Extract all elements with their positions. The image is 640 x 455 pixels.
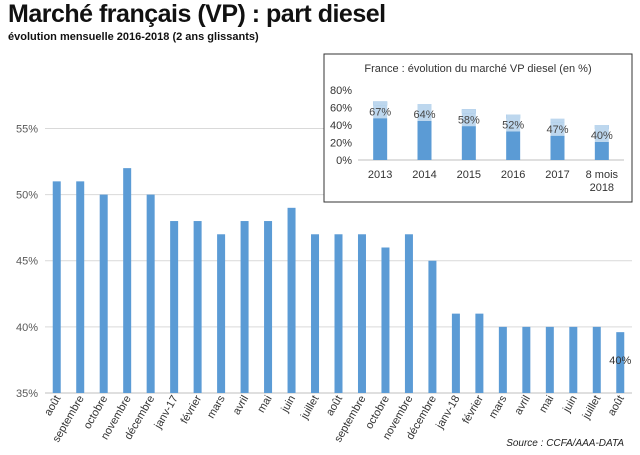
bar	[498, 326, 507, 393]
inset-y-tick-label: 20%	[330, 138, 352, 150]
inset-x-tick-label: 2016	[501, 169, 525, 181]
inset-x-tick-label: 2018	[590, 182, 614, 194]
last-value-label: 40%	[609, 355, 631, 367]
bar	[99, 194, 108, 393]
x-tick-label: avril	[512, 394, 532, 417]
inset-bar-cap	[506, 114, 521, 119]
inset-chart: France : évolution du marché VP diesel (…	[323, 53, 633, 203]
inset-data-label: 52%	[502, 120, 524, 132]
bar	[334, 234, 343, 393]
bar	[592, 326, 601, 393]
inset-y-tick-label: 40%	[330, 120, 352, 132]
x-tick-label: août	[324, 394, 345, 419]
inset-label-backdrop	[413, 108, 436, 121]
bar	[311, 234, 320, 393]
x-tick-label: mai	[255, 394, 274, 415]
y-tick-label: 50%	[16, 190, 38, 202]
inset-x-tick-label: 2013	[368, 169, 392, 181]
inset-y-tick-label: 80%	[330, 85, 352, 97]
inset-y-tick-label: 0%	[336, 155, 352, 167]
bar	[404, 234, 413, 393]
y-tick-label: 40%	[16, 322, 38, 334]
inset-bar-cap	[417, 104, 432, 108]
y-tick-label: 55%	[16, 123, 38, 135]
inset-data-label: 40%	[591, 130, 613, 142]
inset-chart-title: France : évolution du marché VP diesel (…	[364, 63, 591, 75]
inset-data-label: 47%	[546, 124, 568, 136]
x-tick-label: avril	[231, 394, 251, 417]
bar	[123, 168, 132, 393]
bar	[264, 221, 273, 393]
inset-data-label: 67%	[369, 106, 391, 118]
bar	[52, 181, 61, 393]
inset-data-label: 64%	[413, 109, 435, 121]
inset-y-tick-label: 60%	[330, 103, 352, 115]
page-title: Marché français (VP) : part diesel	[8, 0, 386, 28]
bar	[193, 221, 202, 393]
bar	[240, 221, 249, 393]
inset-bar-cap	[550, 118, 565, 123]
bar	[357, 234, 366, 393]
inset-x-tick-label: 2014	[412, 169, 436, 181]
inset-x-tick-label: 2015	[457, 169, 481, 181]
bar	[217, 234, 226, 393]
inset-label-backdrop	[590, 129, 613, 142]
x-tick-label: août	[42, 394, 63, 419]
bar	[522, 326, 531, 393]
x-tick-label: mars	[487, 393, 510, 421]
inset-label-backdrop	[369, 105, 392, 119]
inset-bar-cap	[373, 101, 388, 106]
inset-x-tick-label: 8 mois	[586, 169, 619, 181]
source-note: Source : CCFA/AAA-DATA	[506, 438, 624, 449]
inset-label-backdrop	[457, 113, 480, 127]
bar	[569, 326, 578, 393]
x-tick-label: mai	[537, 394, 556, 415]
y-tick-label: 45%	[16, 256, 38, 268]
bar	[170, 221, 179, 393]
x-tick-label: juillet	[580, 394, 603, 423]
bar	[428, 260, 437, 393]
x-tick-label: février	[179, 393, 205, 426]
page-subtitle: évolution mensuelle 2016-2018 (2 ans gli…	[8, 31, 259, 43]
bar	[76, 181, 85, 393]
bar	[146, 194, 155, 393]
bar	[451, 313, 460, 393]
x-tick-label: février	[460, 393, 486, 426]
y-tick-label: 35%	[16, 388, 38, 400]
x-tick-label: août	[606, 394, 627, 419]
x-tick-label: juillet	[298, 394, 321, 423]
inset-label-backdrop	[546, 122, 569, 136]
x-tick-label: juin	[279, 394, 298, 416]
bar	[475, 313, 484, 393]
inset-bar-cap	[594, 125, 609, 129]
bar	[287, 207, 296, 393]
x-tick-label: mars	[205, 393, 228, 421]
inset-data-label: 58%	[458, 114, 480, 126]
bar	[381, 247, 390, 393]
inset-label-backdrop	[502, 118, 525, 132]
inset-x-tick-label: 2017	[545, 169, 569, 181]
inset-bar-cap	[461, 109, 476, 114]
bar	[545, 326, 554, 393]
bar	[616, 332, 625, 393]
x-tick-label: juin	[560, 394, 579, 416]
